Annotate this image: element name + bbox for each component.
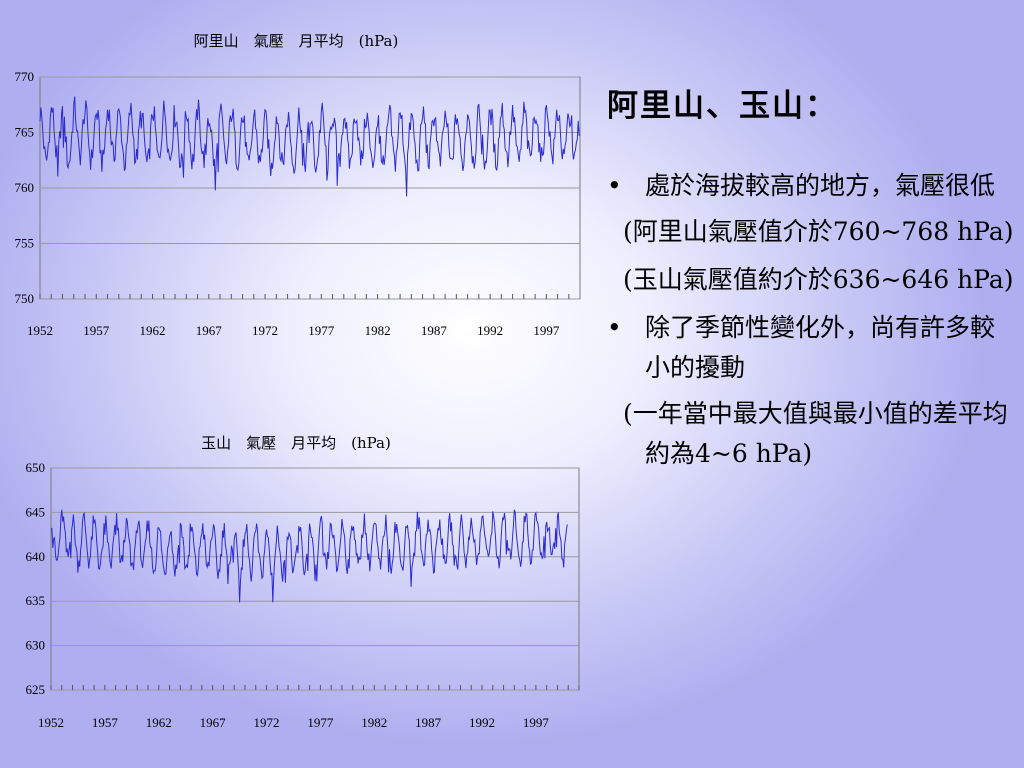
y-tick-label: 645	[26, 504, 46, 519]
plot-area: 650 645 640 635 630 625 1952 1957 1962 1967 1972 19…	[26, 460, 580, 730]
yushan-pressure-chart: 玉山 氣壓 月平均 (hPa) 650 645 640 635 630 625 1952 19…	[26, 434, 580, 730]
bullet-item: • 除了季節性變化外，尚有許多較小的擾動	[605, 308, 1015, 388]
x-tick-label: 1997	[533, 323, 560, 338]
y-tick-label: 760	[15, 180, 35, 195]
bullet-text: 除了季節性變化外，尚有許多較小的擾動	[645, 313, 996, 382]
y-tick-label: 635	[26, 593, 46, 608]
y-tick-label: 770	[15, 69, 35, 84]
chart-title: 玉山 氣壓 月平均 (hPa)	[201, 434, 391, 452]
bullet-text: 處於海拔較高的地方，氣壓很低	[645, 171, 996, 200]
bullet-dot: •	[607, 313, 622, 342]
x-tick-label: 1957	[92, 715, 119, 730]
x-tick-label: 1972	[252, 323, 278, 338]
bullet-item: • 處於海拔較高的地方，氣壓很低	[605, 166, 1015, 206]
x-tick-label: 1977	[307, 715, 334, 730]
chart-title: 阿里山 氣壓 月平均 (hPa)	[194, 32, 399, 50]
y-tick-label: 630	[26, 638, 46, 653]
x-tick-label: 1962	[146, 715, 172, 730]
y-tick-label: 755	[15, 236, 35, 251]
x-tick-label: 1982	[365, 323, 391, 338]
plot-area: 770 765 760 755 750 1952 1957 1962 1967 1972 1977 1…	[15, 69, 581, 338]
y-tick-label: 650	[26, 460, 46, 475]
x-tick-label: 1987	[415, 715, 442, 730]
note-text: (玉山氣壓值約介於636~646 hPa)	[623, 265, 1014, 294]
y-tick-label: 640	[26, 549, 46, 564]
x-tick-label: 1962	[140, 323, 166, 338]
x-tick-label: 1992	[477, 323, 503, 338]
x-tick-label: 1982	[361, 715, 387, 730]
x-tick-label: 1967	[200, 715, 227, 730]
x-tick-label: 1957	[83, 323, 110, 338]
x-tick-label: 1972	[254, 715, 280, 730]
x-tick-label: 1987	[421, 323, 448, 338]
x-tick-label: 1977	[308, 323, 335, 338]
note-text: (阿里山氣壓值介於760~768 hPa)	[623, 217, 1014, 246]
slide-heading: 阿里山、玉山：	[607, 88, 838, 124]
alishan-pressure-chart: 阿里山 氣壓 月平均 (hPa) 770 765 760 755 750 1952 1957…	[15, 32, 581, 338]
x-tick-label: 1967	[196, 323, 223, 338]
x-tick-label: 1997	[523, 715, 550, 730]
series-line	[50, 509, 568, 603]
y-tick-label: 625	[26, 682, 46, 697]
x-tick-label: 1992	[469, 715, 495, 730]
y-tick-label: 765	[15, 125, 35, 140]
note-text: (一年當中最大值與最小值的差平均約為4~6 hPa)	[623, 399, 1008, 468]
text-panel: 阿里山、玉山： • 處於海拔較高的地方，氣壓很低 (阿里山氣壓值介於760~76…	[605, 84, 1015, 482]
bullet-dot: •	[607, 171, 622, 200]
x-tick-label: 1952	[38, 715, 64, 730]
y-tick-label: 750	[15, 291, 35, 306]
x-tick-label: 1952	[27, 323, 53, 338]
series-line	[39, 96, 580, 197]
